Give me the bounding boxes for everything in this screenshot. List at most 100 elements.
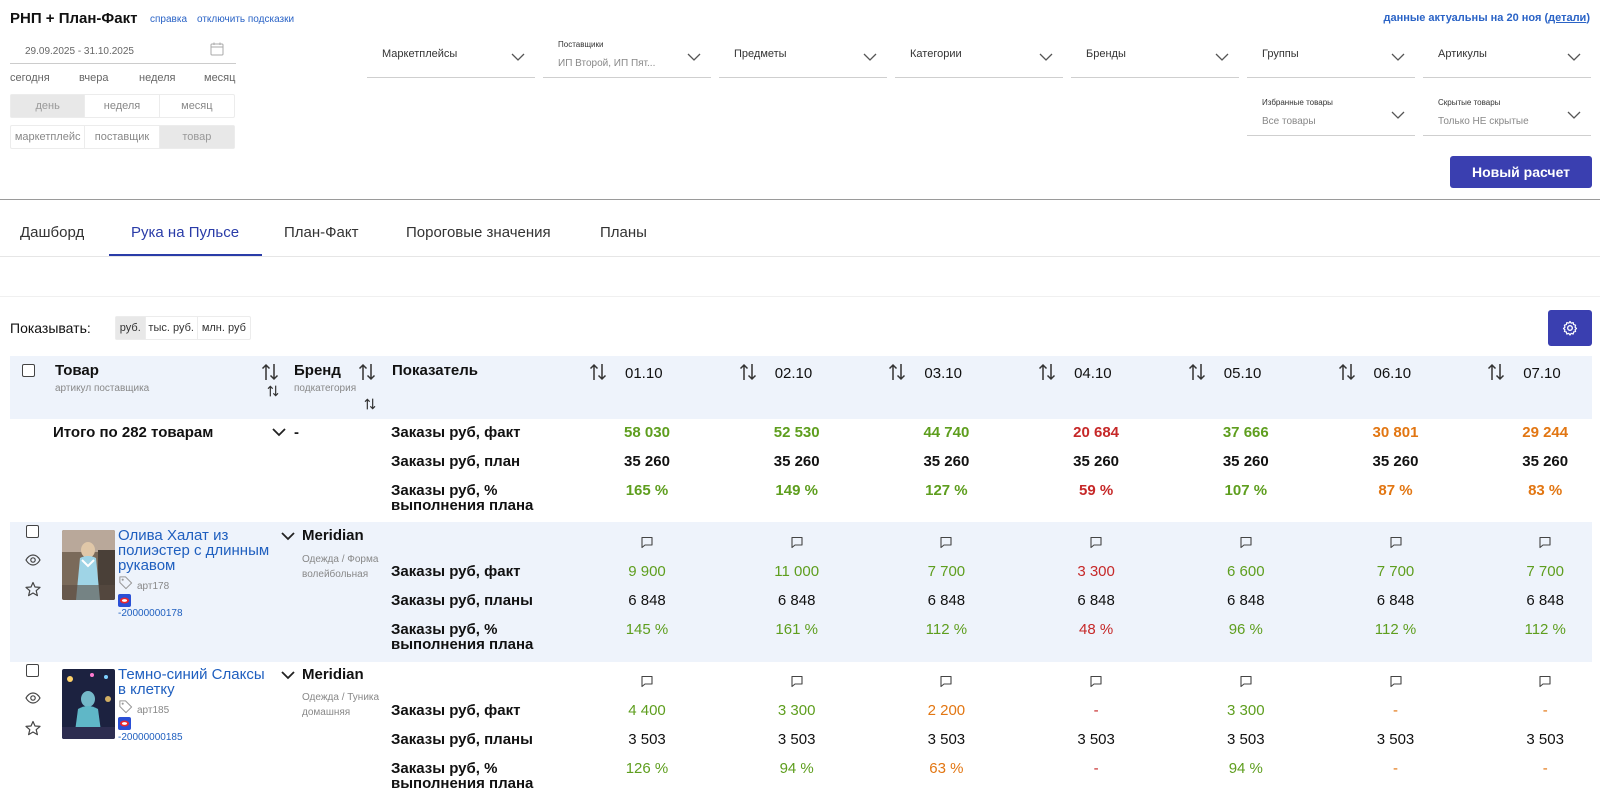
comment-icon[interactable]	[1538, 674, 1552, 688]
product-name[interactable]: Темно-синий Слаксы в клетку	[118, 667, 278, 697]
select-all-checkbox[interactable]	[22, 364, 35, 377]
new-calculation-button[interactable]: Новый расчет	[1450, 156, 1592, 188]
settings-button[interactable]	[1548, 310, 1592, 346]
product-name[interactable]: Олива Халат из полиэстер с длинным рукав…	[118, 528, 278, 573]
chevron-down-icon[interactable]	[272, 427, 286, 437]
comment-icon[interactable]	[1239, 674, 1253, 688]
comment-icon[interactable]	[1389, 674, 1403, 688]
articles-filter[interactable]: Артикулы	[1423, 34, 1591, 78]
groups-filter[interactable]: Группы	[1247, 34, 1415, 78]
sort-icon[interactable]	[1188, 362, 1206, 382]
sort-icon[interactable]	[888, 362, 906, 382]
comment-icon[interactable]	[939, 674, 953, 688]
comment-icon[interactable]	[1538, 535, 1552, 549]
sort-icon[interactable]	[1338, 362, 1356, 382]
sort-icon[interactable]	[364, 397, 376, 411]
categories-filter[interactable]: Категории	[895, 34, 1063, 78]
comment-icon[interactable]	[640, 535, 654, 549]
date-column-header[interactable]: 01.10	[625, 365, 663, 382]
tab-dashboard[interactable]: Дашборд	[20, 224, 85, 241]
eye-icon[interactable]	[25, 552, 41, 568]
product-name-line: Темно-синий Слаксы	[118, 666, 265, 683]
details-link[interactable]: детали	[1548, 12, 1587, 24]
sort-icon[interactable]	[358, 362, 376, 382]
col-brand-subheader: подкатегория	[294, 383, 357, 394]
date-column-header[interactable]: 04.10	[1074, 365, 1112, 382]
subcategory-line: домашняя	[302, 707, 351, 718]
hidden-filter[interactable]: Скрытые товары Только НЕ скрытые	[1423, 92, 1591, 136]
tab-pulse[interactable]: Рука на Пульсе	[131, 224, 240, 241]
chevron-down-icon[interactable]	[281, 670, 295, 680]
sort-icon[interactable]	[1487, 362, 1505, 382]
unit-rub[interactable]: руб.	[116, 317, 146, 339]
value-cell: 4 400	[628, 702, 666, 719]
granularity-day[interactable]: день	[11, 95, 86, 117]
granularity-week[interactable]: неделя	[85, 95, 160, 117]
date-column-header[interactable]: 05.10	[1223, 365, 1262, 382]
row-checkbox[interactable]	[26, 525, 39, 538]
sort-icon[interactable]	[261, 362, 279, 382]
brands-filter[interactable]: Бренды	[1071, 34, 1239, 78]
level-supplier[interactable]: поставщик	[85, 126, 160, 148]
granularity-toggle: день неделя месяц	[10, 94, 235, 118]
chevron-down-icon[interactable]	[281, 531, 295, 541]
disable-hints-link[interactable]: отключить подсказки	[197, 14, 295, 25]
tab-plan-fact[interactable]: План-Факт	[284, 224, 359, 241]
value-cell: 29 244	[1522, 424, 1569, 441]
sort-icon[interactable]	[1038, 362, 1056, 382]
col-metric-header: Показатель	[392, 362, 479, 379]
date-column-header[interactable]: 02.10	[774, 365, 813, 382]
comment-icon[interactable]	[1089, 674, 1103, 688]
product-image[interactable]	[62, 669, 115, 739]
help-link[interactable]: справка	[150, 14, 188, 25]
granularity-month[interactable]: месяц	[181, 100, 213, 112]
quick-week[interactable]: неделя	[139, 72, 176, 84]
suppliers-filter[interactable]: Поставщики ИП Второй, ИП Пят...	[543, 34, 711, 78]
star-icon[interactable]	[25, 720, 41, 736]
comment-icon[interactable]	[790, 674, 804, 688]
date-column-header[interactable]: 06.10	[1373, 365, 1412, 382]
value-cell: 149 %	[775, 482, 818, 499]
date-column-header[interactable]: 03.10	[924, 365, 962, 382]
unit-million-rub[interactable]: млн. руб	[201, 322, 246, 334]
chevron-down-icon	[1567, 53, 1581, 61]
value-cell: 30 801	[1372, 424, 1419, 441]
comment-icon[interactable]	[1239, 535, 1253, 549]
favorites-filter[interactable]: Избранные товары Все товары	[1247, 92, 1415, 136]
product-image[interactable]	[62, 530, 115, 600]
star-icon[interactable]	[25, 581, 41, 597]
row-checkbox[interactable]	[26, 664, 39, 677]
value-cell: -	[1542, 702, 1548, 719]
eye-icon[interactable]	[25, 690, 41, 706]
sort-icon[interactable]	[739, 362, 757, 382]
value-cell: 126 %	[625, 760, 669, 777]
subcategory-line: волейбольная	[302, 569, 369, 580]
tag-icon	[119, 700, 133, 714]
date-range-field[interactable]: 29.09.2025 - 31.10.2025	[10, 38, 236, 64]
tab-plans[interactable]: Планы	[600, 224, 647, 241]
product-barcode[interactable]: -20000000178	[118, 608, 183, 619]
tab-thresholds[interactable]: Пороговые значения	[406, 224, 551, 241]
level-product[interactable]: товар	[159, 126, 235, 148]
subjects-filter[interactable]: Предметы	[719, 34, 887, 78]
value-cell: 6 848	[927, 592, 966, 609]
product-barcode[interactable]: -20000000185	[118, 732, 183, 743]
level-toggle: маркетплейс поставщик товар	[10, 125, 235, 149]
sort-icon[interactable]	[589, 362, 607, 382]
tag-icon	[119, 576, 133, 590]
quick-month[interactable]: месяц	[204, 72, 236, 84]
quick-today[interactable]: сегодня	[10, 72, 50, 84]
comment-icon[interactable]	[939, 535, 953, 549]
value-cell: -	[1393, 760, 1398, 777]
chevron-down-icon	[1391, 53, 1405, 61]
sort-icon[interactable]	[267, 384, 279, 398]
comment-icon[interactable]	[1089, 535, 1103, 549]
comment-icon[interactable]	[1389, 535, 1403, 549]
marketplaces-filter[interactable]: Маркетплейсы	[367, 34, 535, 78]
comment-icon[interactable]	[790, 535, 804, 549]
level-marketplace[interactable]: маркетплейс	[11, 126, 86, 148]
date-column-header[interactable]: 07.10	[1523, 365, 1561, 382]
unit-thousand-rub[interactable]: тыс. руб.	[146, 317, 198, 339]
comment-icon[interactable]	[640, 674, 654, 688]
quick-yesterday[interactable]: вчера	[79, 72, 109, 84]
